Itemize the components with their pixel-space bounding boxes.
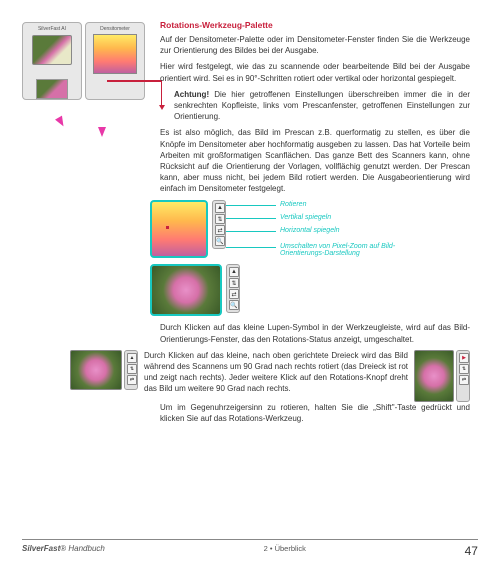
anno-vflip: Vertikal spiegeln [280,214,331,221]
densitometer-panel: Densitometer [85,22,145,100]
anno-zoom: Umschalten von Pixel-Zoom auf Bild-Orien… [280,243,420,257]
flower-preview-thumb [32,35,72,65]
anno-line [226,231,276,232]
flower-preview-large [150,264,222,316]
paragraph-3: Es ist also möglich, das Bild im Prescan… [160,127,470,194]
paragraph-2: Hier wird festgelegt, wie das zu scannen… [160,61,470,83]
vflip-icon[interactable]: ⇅ [229,278,239,288]
footer-brand-name: SilverFast [22,544,60,553]
example-before: ▲ ⇅ ⇄ [70,350,138,390]
left-column: SilverFast AI Densitometer [22,22,154,100]
paragraph-4: Durch Klicken auf das kleine Lupen-Symbo… [160,322,470,344]
arrow-indicator-icon [98,127,106,137]
panel-title-left: SilverFast AI [26,26,78,32]
achtung-label: Achtung! [174,90,209,99]
silverfast-panel: SilverFast AI [22,22,82,100]
densitometer-preview [93,34,137,74]
toolbar-after: ▶ ⇅ ⇄ [456,350,470,402]
paragraph-1: Auf der Densitometer-Palette oder im Den… [160,34,470,56]
footer-chapter: 2 • Überblick [264,544,306,558]
rotation-toolbar-2: ▲ ⇅ ⇄ 🔍 [226,264,240,313]
rotation-toolbar: ▲ ⇅ ⇄ 🔍 [212,200,226,249]
achtung-paragraph: Achtung! Die hier getroffenen Einstellun… [160,89,470,123]
vflip-icon[interactable]: ⇅ [215,214,225,224]
page-footer: SilverFast® Handbuch 2 • Überblick 47 [22,539,478,558]
gradient-figure-block: ▲ ⇅ ⇄ 🔍 Rotieren Vertikal spiegeln Horiz… [150,200,470,258]
hflip-icon[interactable]: ⇄ [229,289,239,299]
example-after: ▶ ⇅ ⇄ [414,350,470,402]
paragraph-5: Durch Klicken auf das kleine, nach oben … [144,350,408,395]
anno-hflip: Horizontal spiegeln [280,227,340,234]
anno-line [226,205,276,206]
anno-rotate: Rotieren [280,201,306,208]
mini-thumb [36,79,68,99]
rotate-icon[interactable]: ▶ [459,353,469,363]
arrow-indicator-icon [55,116,67,129]
hflip-icon[interactable]: ⇄ [127,375,137,385]
gradient-preview [150,200,208,258]
hflip-icon[interactable]: ⇄ [459,375,469,385]
hflip-icon[interactable]: ⇄ [215,225,225,235]
connector-line [107,80,162,82]
flower-before [70,350,122,390]
section-heading: Rotations-Werkzeug-Palette [160,20,470,30]
paragraph-6: Um im Gegenuhrzeigersinn zu rotieren, ha… [160,402,470,424]
document-page: SilverFast AI Densitometer Rotations-Wer… [0,0,500,568]
panel-title-right: Densitometer [89,26,141,32]
anno-line [226,218,276,219]
thumb-stack [26,79,78,99]
rotate-icon[interactable]: ▲ [215,203,225,213]
zoom-toggle-icon[interactable]: 🔍 [229,300,239,310]
page-number: 47 [465,544,478,558]
vflip-icon[interactable]: ⇅ [459,364,469,374]
rotation-example-row: ▲ ⇅ ⇄ Durch Klicken auf das kleine, nach… [70,350,470,402]
vflip-icon[interactable]: ⇅ [127,364,137,374]
rotate-icon[interactable]: ▲ [127,353,137,363]
zoom-toggle-icon[interactable]: 🔍 [215,236,225,246]
rotate-icon[interactable]: ▲ [229,267,239,277]
anno-line [226,247,276,248]
achtung-text: Die hier getroffenen Einstellungen übers… [174,90,470,121]
footer-suffix: Handbuch [66,544,105,553]
panel-group: SilverFast AI Densitometer [22,22,154,100]
footer-brand: SilverFast® Handbuch [22,544,105,558]
flower-figure-block: ▲ ⇅ ⇄ 🔍 [150,264,470,316]
main-text-column: Rotations-Werkzeug-Palette Auf der Densi… [160,20,470,429]
toolbar-before: ▲ ⇅ ⇄ [124,350,138,390]
flower-after [414,350,454,402]
